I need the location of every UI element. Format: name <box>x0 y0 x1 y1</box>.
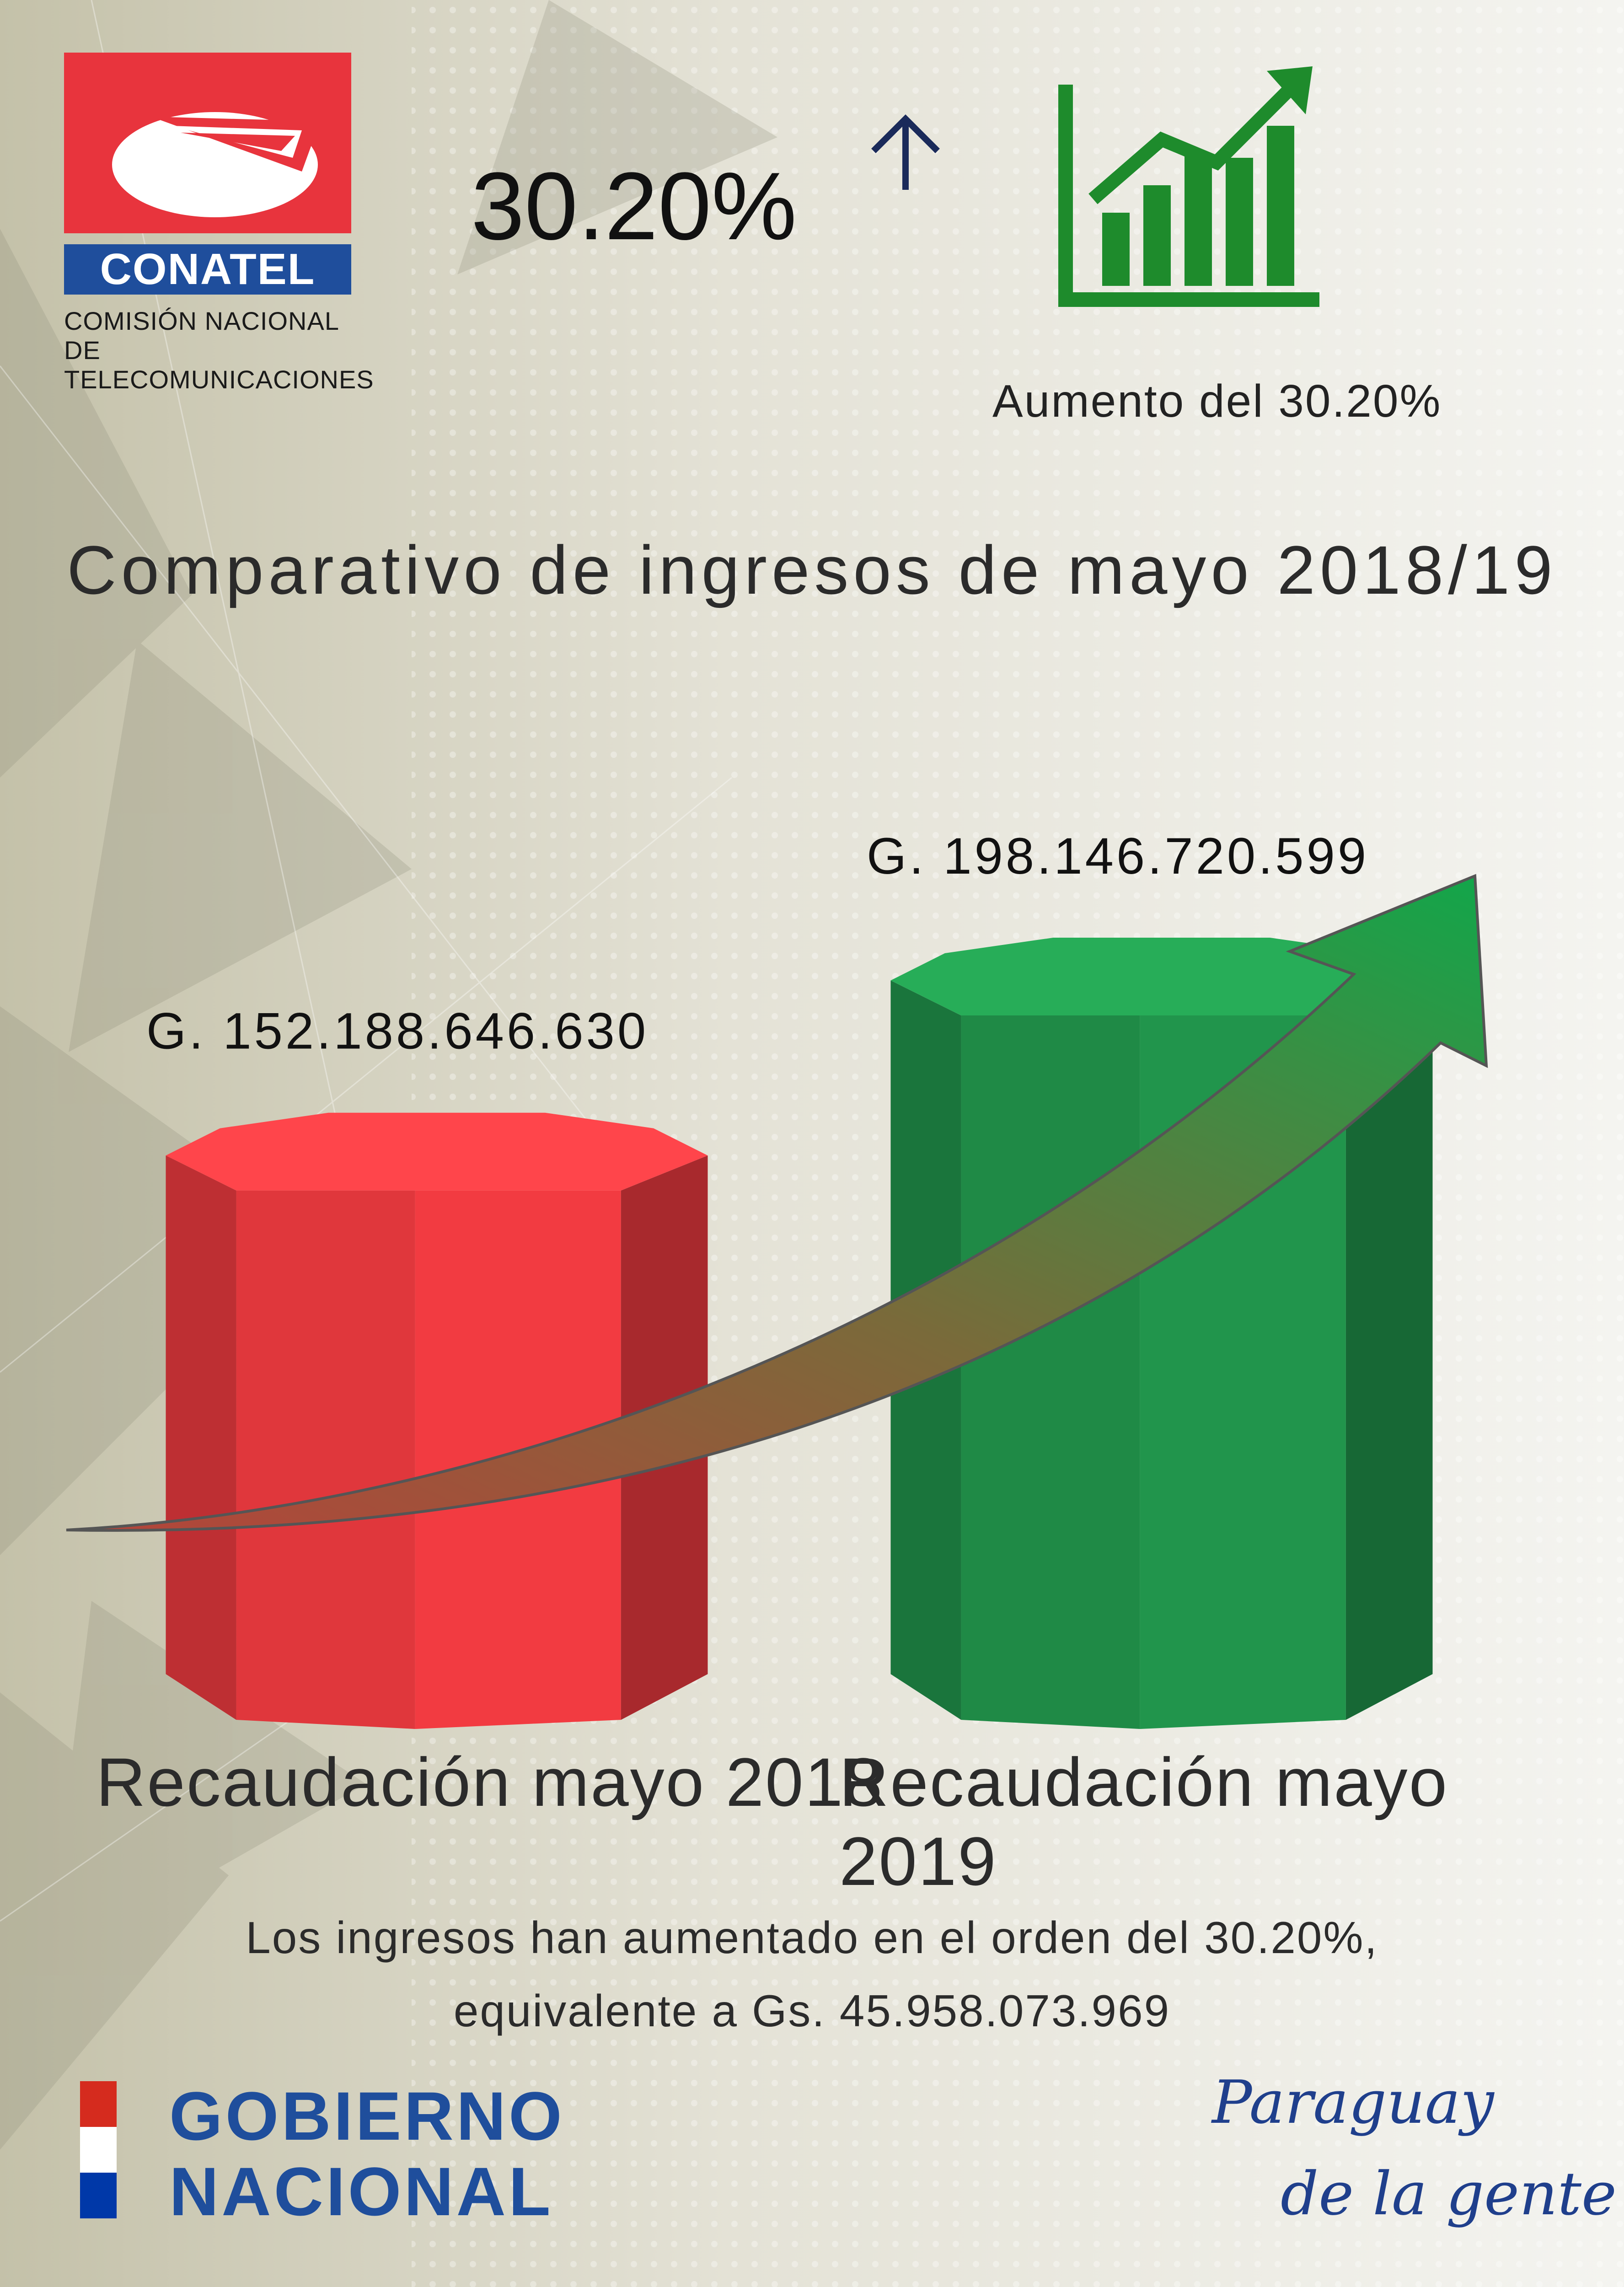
bar-1 <box>890 938 1433 1729</box>
percent-value: 30.20% <box>471 152 797 260</box>
conatel-subtitle-line2: TELECOMUNICACIONES <box>64 365 374 394</box>
conatel-subtitle-line1: COMISIÓN NACIONAL DE <box>64 306 338 365</box>
bar-0-value-label: G. 152.188.646.630 <box>146 1003 649 1060</box>
summary-line-2: equivalente a Gs. 45.958.073.969 <box>453 1986 1171 2036</box>
summary-line-1: Los ingresos han aumentado en el orden d… <box>246 1912 1378 1963</box>
category-label-2018: Recaudación mayo 2018 <box>96 1744 884 1820</box>
increase-caption: Aumento del 30.20% <box>992 376 1442 427</box>
bar-0-face-left <box>166 1155 236 1720</box>
chart-title: Comparativo de ingresos de mayo 2018/19 <box>67 531 1557 608</box>
conatel-name: CONATEL <box>64 244 351 295</box>
bar-0-face-front-left <box>236 1190 415 1729</box>
paraguay-flag-icon <box>80 2081 117 2218</box>
conatel-logo: CONATEL COMISIÓN NACIONAL DE TELECOMUNIC… <box>64 53 374 394</box>
labels-layer: G. 152.188.646.630 G. 198.146.720.599 <box>146 827 1369 1060</box>
bar-1-face-front-left <box>961 1015 1140 1729</box>
slogan-line2: de la gente <box>1281 2159 1617 2228</box>
bar-0-top <box>166 1112 708 1191</box>
government-line2: NACIONAL <box>169 2153 553 2230</box>
slogan-line1: Paraguay <box>1212 2067 1494 2137</box>
conatel-emblem <box>64 53 351 233</box>
bar-1-face-right <box>1345 980 1433 1720</box>
arrow-up-icon <box>871 114 940 190</box>
government-line1: GOBIERNO <box>169 2078 565 2154</box>
bar-1-value-label: G. 198.146.720.599 <box>867 827 1369 885</box>
category-label-2019: Recaudación mayo 2019 <box>839 1744 1449 1900</box>
trend-arrow <box>66 874 1488 1532</box>
bar-1-top <box>890 938 1433 1015</box>
growth-chart-icon <box>1058 66 1319 307</box>
